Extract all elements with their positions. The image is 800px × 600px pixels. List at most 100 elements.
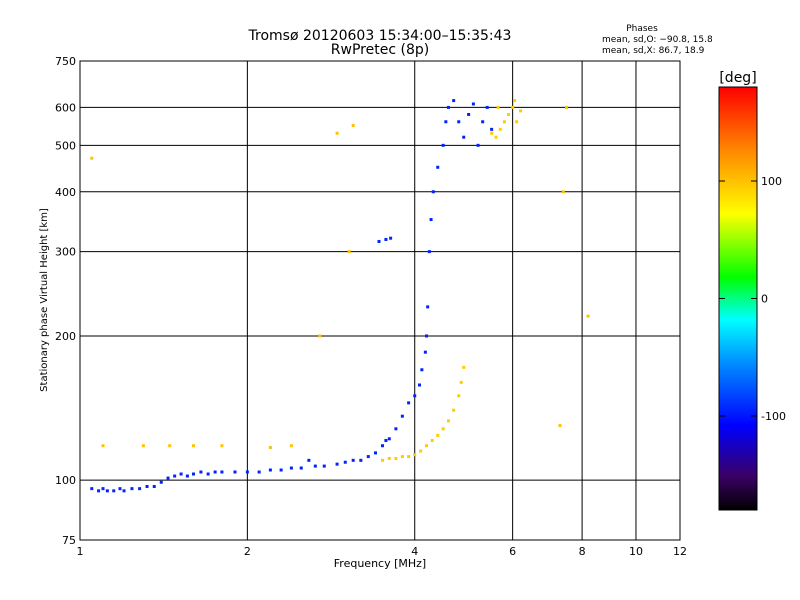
data-point (268, 445, 272, 449)
data-point (257, 470, 261, 474)
colorbar-label: [deg] (719, 70, 756, 86)
data-point (429, 218, 433, 222)
data-point (105, 489, 109, 493)
data-point (335, 131, 339, 135)
data-point (289, 444, 293, 448)
data-point (351, 124, 355, 128)
chart-subtitle: RwPretec (8p) (331, 42, 429, 58)
x-tick-label: 8 (579, 545, 586, 558)
data-point (441, 143, 445, 147)
data-point (191, 472, 195, 476)
data-point (130, 487, 134, 491)
phases-o-mode: mean, sd,O: −90.8, 15.8 (602, 35, 713, 45)
data-point (384, 439, 388, 443)
data-point (173, 474, 177, 478)
data-point (423, 350, 427, 354)
data-point (268, 468, 272, 472)
data-point (166, 476, 170, 480)
data-point (199, 470, 203, 474)
data-point (145, 484, 149, 488)
data-point (490, 127, 494, 131)
data-point (159, 480, 163, 484)
x-tick-label: 4 (411, 545, 418, 558)
data-point (245, 470, 249, 474)
data-point (307, 458, 311, 462)
data-point (101, 487, 105, 491)
data-point (351, 458, 355, 462)
chart-title: Tromsø 20120603 15:34:00–15:35:43 (248, 28, 512, 44)
phases-heading: Phases (626, 24, 658, 34)
y-tick-label: 75 (62, 534, 76, 547)
x-tick-label: 6 (509, 545, 516, 558)
colorbar-tick-label: 100 (761, 175, 782, 188)
data-point (413, 394, 417, 398)
data-point (90, 156, 94, 160)
data-point (213, 470, 217, 474)
data-point (452, 99, 456, 103)
data-point (380, 458, 384, 462)
y-tick-label: 100 (55, 474, 76, 487)
data-point (444, 120, 448, 124)
data-point (206, 472, 210, 476)
x-tick-label: 10 (629, 545, 643, 558)
data-point (476, 143, 480, 147)
data-point (387, 437, 391, 441)
data-point (384, 237, 388, 241)
data-point (389, 236, 393, 240)
data-point (313, 464, 317, 468)
data-point (471, 102, 475, 106)
data-point (318, 334, 322, 338)
data-point (185, 474, 189, 478)
data-point (299, 466, 303, 470)
y-tick-label: 300 (55, 246, 76, 259)
data-point (441, 427, 445, 431)
data-point (407, 455, 411, 459)
data-point (586, 314, 590, 318)
data-point (426, 305, 430, 309)
data-point (347, 250, 351, 254)
data-point (459, 380, 463, 384)
data-point (519, 109, 523, 113)
data-point (436, 165, 440, 169)
plot-frame (79, 60, 681, 541)
data-point (400, 414, 404, 418)
data-point (515, 120, 519, 124)
data-point (427, 250, 431, 254)
data-point (400, 455, 404, 459)
x-tick-label: 1 (77, 545, 84, 558)
data-point (436, 433, 440, 437)
data-point (507, 112, 511, 116)
data-point (446, 419, 450, 423)
x-tick-label: 2 (244, 545, 251, 558)
data-point (373, 451, 377, 455)
data-point (430, 439, 434, 443)
data-point (425, 444, 429, 448)
data-point (168, 444, 172, 448)
data-point (452, 408, 456, 412)
x-axis-label: Frequency [MHz] (334, 557, 426, 570)
data-point (122, 489, 126, 493)
data-point (413, 453, 417, 457)
data-point (220, 444, 224, 448)
colorbar-tick-label: -100 (761, 410, 786, 423)
data-point (387, 456, 391, 460)
data-point (494, 135, 498, 139)
grid-lines (79, 60, 681, 541)
data-point (343, 460, 347, 464)
data-point (419, 449, 423, 453)
data-point (394, 427, 398, 431)
data-point (561, 190, 565, 194)
data-point (101, 444, 105, 448)
data-point (513, 99, 517, 103)
data-point (289, 466, 293, 470)
data-point (490, 131, 494, 135)
data-point (141, 444, 145, 448)
data-point (220, 470, 224, 474)
data-points (90, 99, 590, 493)
data-point (179, 472, 183, 476)
data-point (511, 105, 515, 109)
data-point (481, 120, 485, 124)
data-point (420, 368, 424, 372)
y-tick-label: 500 (55, 139, 76, 152)
data-point (394, 456, 398, 460)
